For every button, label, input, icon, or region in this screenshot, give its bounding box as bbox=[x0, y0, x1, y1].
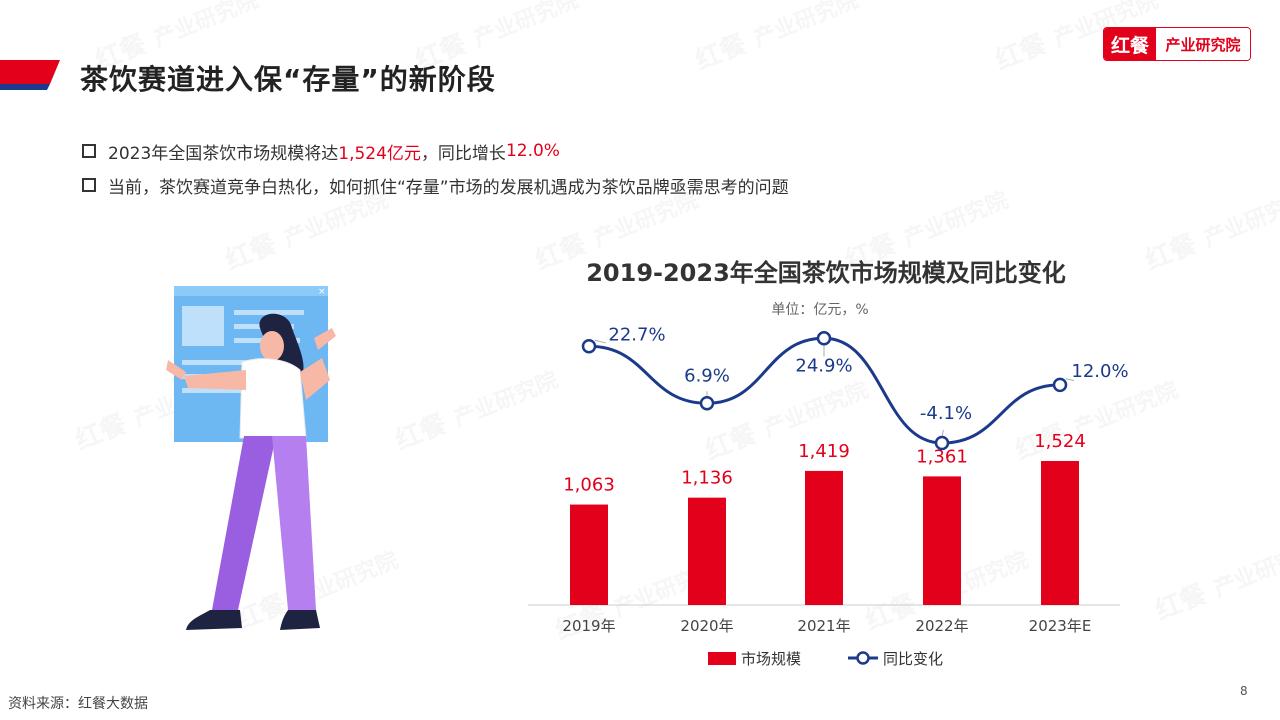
page-title: 茶饮赛道进入保“存量”的新阶段 bbox=[80, 63, 496, 96]
line-label-4: 12.0% bbox=[1071, 361, 1128, 382]
line-point-2 bbox=[816, 331, 832, 346]
legend-bar-swatch bbox=[708, 652, 736, 665]
svg-text:×: × bbox=[318, 287, 326, 297]
bar-label-2: 1,419 bbox=[798, 441, 850, 462]
logo-text: 产业研究院 bbox=[1156, 28, 1250, 60]
bar-3 bbox=[923, 476, 961, 605]
bullet-text-mid: ，同比增长 bbox=[420, 143, 506, 164]
page-number: 8 bbox=[1240, 684, 1248, 698]
legend-bar-label: 市场规模 bbox=[741, 650, 801, 668]
bar-1 bbox=[688, 497, 726, 605]
bullet-item: 当前，茶饮赛道竞争白热化，如何抓住“存量”市场的发展机遇成为茶饮品牌亟需思考的问… bbox=[82, 168, 789, 202]
x-tick-0: 2019年 bbox=[562, 617, 615, 635]
line-point-3 bbox=[934, 435, 950, 451]
legend-line-label: 同比变化 bbox=[883, 650, 943, 668]
square-bullet-icon bbox=[82, 178, 96, 192]
bullet-text: 当前，茶饮赛道竞争白热化，如何抓住“存量”市场的发展机遇成为茶饮品牌亟需思考的问… bbox=[108, 177, 789, 198]
bar-0 bbox=[570, 504, 608, 605]
title-accent bbox=[0, 60, 60, 90]
bullet-text-pre: 2023年全国茶饮市场规模将达 bbox=[108, 143, 339, 164]
bar-label-3: 1,361 bbox=[916, 446, 968, 467]
bar-label-1: 1,136 bbox=[681, 468, 733, 489]
line-point-4 bbox=[1052, 377, 1068, 393]
bar-label-0: 1,063 bbox=[563, 475, 615, 496]
woman-with-board-illustration: × bbox=[166, 286, 336, 630]
chart-title: 2019-2023年全国茶饮市场规模及同比变化 bbox=[586, 259, 1066, 287]
bullet-highlight-growth: 12.0% bbox=[505, 141, 560, 161]
logo-mark: 红餐 bbox=[1104, 28, 1156, 60]
line-label-2: 24.9% bbox=[795, 355, 852, 376]
square-bullet-icon bbox=[82, 144, 96, 158]
line-label-0: 22.7% bbox=[608, 324, 665, 345]
line-label-1: 6.9% bbox=[684, 365, 730, 386]
legend-line-marker bbox=[856, 651, 870, 665]
line-label-3: -4.1% bbox=[920, 403, 972, 424]
source-note: 资料来源：红餐大数据 bbox=[8, 696, 148, 712]
bullet-item: 2023年全国茶饮市场规模将达 1,524亿元 ，同比增长 12.0% bbox=[82, 134, 789, 168]
line-leader-4 bbox=[1065, 378, 1075, 381]
x-tick-4: 2023年E bbox=[1029, 617, 1092, 635]
line-point-0 bbox=[581, 339, 597, 354]
bar-label-4: 1,524 bbox=[1034, 431, 1086, 452]
bar-4 bbox=[1041, 461, 1079, 605]
chart-legend: 市场规模 同比变化 bbox=[708, 650, 943, 668]
bar-2 bbox=[805, 470, 843, 605]
line-leader-0 bbox=[594, 339, 606, 344]
bullet-highlight-size: 1,524亿元 bbox=[338, 143, 421, 164]
x-tick-1: 2020年 bbox=[680, 617, 733, 635]
x-tick-2: 2021年 bbox=[797, 617, 850, 635]
chart-subtitle: 单位：亿元，% bbox=[771, 302, 868, 318]
x-tick-3: 2022年 bbox=[915, 617, 968, 635]
line-point-1 bbox=[699, 396, 715, 411]
bullet-list: 2023年全国茶饮市场规模将达 1,524亿元 ，同比增长 12.0% 当前，茶饮赛道… bbox=[82, 134, 789, 202]
brand-logo: 红餐 产业研究院 bbox=[1103, 27, 1251, 61]
